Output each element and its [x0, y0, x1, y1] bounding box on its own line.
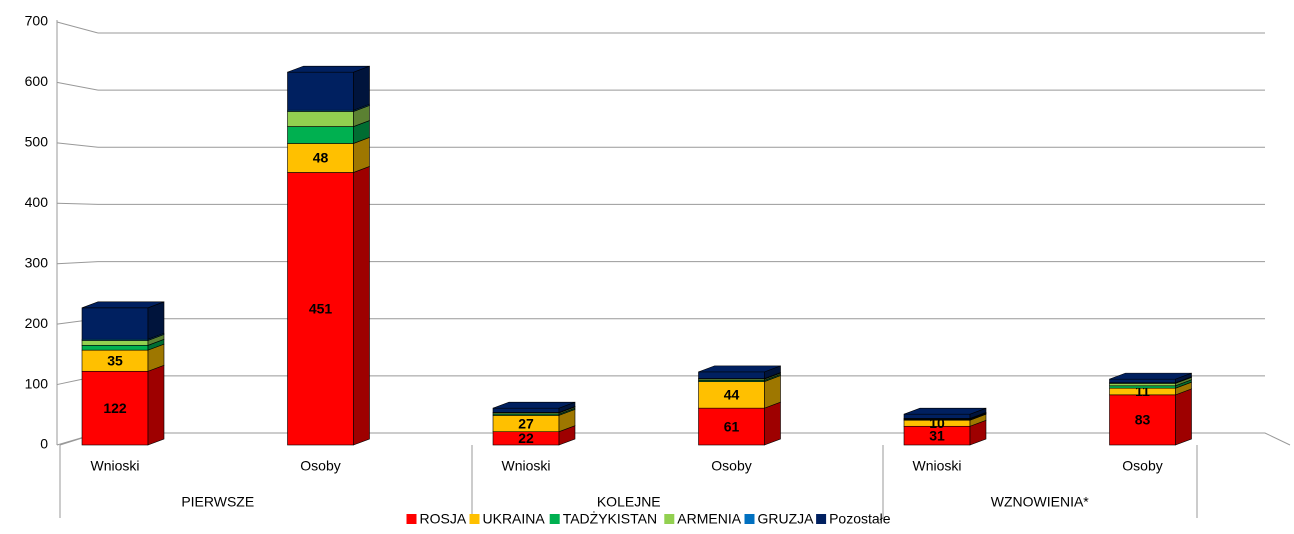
- group-label: PIERWSZE: [181, 494, 254, 510]
- y-tick-label: 300: [25, 254, 49, 270]
- data-label: 83: [1135, 412, 1151, 428]
- legend-label: ARMENIA: [677, 511, 741, 527]
- bar-segment: [81, 370, 149, 446]
- grid-diagonal: [56, 142, 99, 148]
- y-tick-label: 500: [25, 134, 49, 150]
- y-tick-label: 100: [25, 375, 49, 391]
- legend-label: UKRAINA: [483, 511, 546, 527]
- bar-side: [353, 166, 370, 446]
- bar-side: [1175, 388, 1192, 446]
- data-label: 27: [518, 415, 534, 431]
- bar-segment: [698, 381, 765, 409]
- data-label: 31: [929, 427, 945, 443]
- y-tick-label: 0: [40, 436, 48, 452]
- x-tick-label: Wnioski: [501, 458, 550, 474]
- legend-swatch: [469, 514, 480, 524]
- data-label: 48: [313, 150, 329, 166]
- y-tick-label: 400: [25, 194, 49, 210]
- bar-top: [287, 65, 370, 73]
- data-label: 44: [724, 387, 740, 403]
- legend-label: ROSJA: [420, 511, 467, 527]
- legend-swatch: [816, 514, 827, 524]
- bar-segment: [1109, 394, 1176, 446]
- bar-top: [903, 407, 987, 415]
- x-tick-label: Osoby: [711, 458, 751, 474]
- group-label: KOLEJNE: [597, 494, 661, 510]
- bar-segment: [492, 407, 560, 413]
- data-label: 22: [518, 430, 534, 446]
- bar-segment: [1109, 378, 1176, 384]
- bar-segment: [287, 143, 354, 173]
- bar-segment: [287, 71, 354, 111]
- y-tick-label: 700: [25, 13, 49, 29]
- bar-side: [764, 401, 781, 446]
- y-tick-label: 200: [25, 315, 49, 331]
- bar-top: [698, 365, 781, 373]
- bar-side: [147, 364, 165, 446]
- legend-label: TADŻYKISTAN: [563, 510, 657, 527]
- data-label: 35: [107, 352, 123, 368]
- grid-diagonal: [56, 21, 99, 34]
- bar-segment: [287, 111, 354, 127]
- bar-top: [492, 401, 576, 409]
- bar-segment: [698, 371, 765, 379]
- bar-segment: [287, 126, 354, 144]
- bar-segment: [698, 407, 765, 446]
- bar-side: [147, 301, 165, 340]
- bar-segment: [81, 307, 149, 340]
- bar-top: [1109, 372, 1192, 380]
- data-label: 122: [103, 400, 127, 416]
- bar-top: [81, 301, 165, 309]
- bar-segment: [287, 172, 354, 446]
- bar-segment: [81, 340, 149, 346]
- data-label: 451: [309, 300, 333, 316]
- legend-label: GRUZJA: [758, 511, 815, 527]
- legend-swatch: [664, 514, 675, 524]
- grid-diagonal: [56, 202, 99, 205]
- x-tick-label: Wnioski: [912, 458, 961, 474]
- x-tick-label: Osoby: [1122, 458, 1162, 474]
- bar-segment: [903, 413, 971, 419]
- x-tick-label: Wnioski: [90, 458, 139, 474]
- legend-swatch: [406, 514, 417, 524]
- legend-swatch: [744, 514, 755, 524]
- floor-edge: [59, 432, 1291, 446]
- bar-segment: [81, 344, 149, 351]
- x-tick-label: Osoby: [300, 458, 340, 474]
- bar-side: [353, 65, 370, 111]
- grid-diagonal: [56, 81, 99, 91]
- y-tick-label: 600: [25, 73, 49, 89]
- grid-diagonal: [56, 261, 99, 265]
- bar-segment: [1109, 385, 1176, 389]
- bar-segment: [1109, 383, 1176, 387]
- group-label: WZNOWIENIA*: [991, 494, 1090, 510]
- data-label: 61: [724, 418, 740, 434]
- legend-label: Pozostałe: [829, 511, 891, 527]
- legend-swatch: [549, 514, 560, 524]
